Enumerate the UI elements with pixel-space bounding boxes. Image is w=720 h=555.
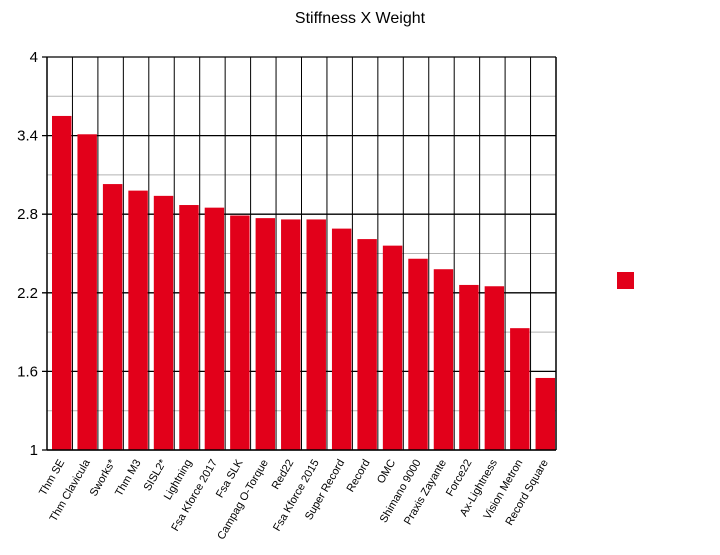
bar: [102, 184, 123, 450]
bar: [52, 115, 72, 450]
y-tick-label: 2.8: [17, 206, 38, 223]
bar: [306, 219, 326, 450]
y-tick-label: 3.4: [17, 128, 38, 145]
bar: [510, 328, 530, 450]
bar: [128, 190, 148, 450]
bar: [433, 269, 454, 450]
bar: [255, 218, 276, 450]
bar: [204, 207, 225, 450]
x-tick-label: Record: [345, 458, 373, 495]
y-tick-label: 2.2: [17, 285, 38, 302]
bar: [535, 377, 555, 450]
y-tick-label: 4: [30, 49, 38, 66]
x-tick-label: Red22: [270, 458, 297, 492]
y-tick-label: 1.6: [17, 363, 38, 380]
bar: [357, 239, 377, 450]
bar: [281, 219, 301, 450]
bar: [331, 228, 352, 450]
bar: [459, 284, 479, 450]
bar: [153, 195, 174, 450]
legend-swatch: [617, 272, 634, 289]
bar: [408, 258, 428, 450]
x-tick-label: SISL2*: [142, 457, 170, 493]
y-tick-label: 1: [30, 442, 38, 459]
bar: [230, 215, 250, 450]
bar: [179, 205, 199, 450]
bar: [484, 286, 505, 450]
chart-title: Stiffness X Weight: [294, 10, 426, 27]
x-tick-label: OMC: [375, 457, 398, 485]
bar: [77, 134, 97, 451]
bar: [382, 245, 403, 450]
